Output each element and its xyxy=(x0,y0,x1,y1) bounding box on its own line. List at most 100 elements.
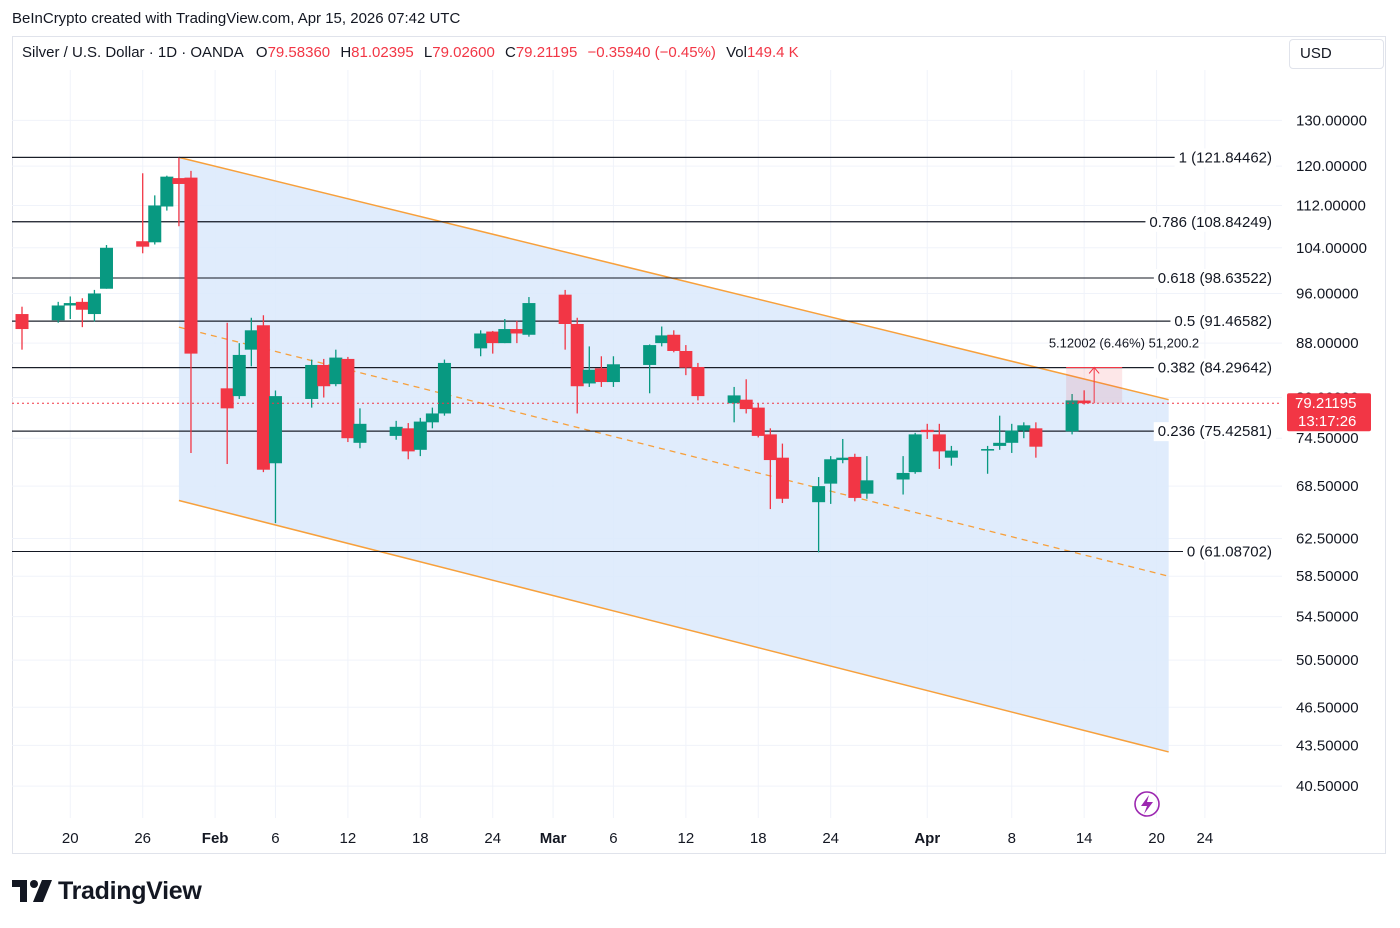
candle-body xyxy=(763,434,777,461)
fib-level-label-bg xyxy=(1153,269,1276,289)
candle-body xyxy=(63,303,77,306)
candle-body xyxy=(932,434,946,452)
y-axis-tick-label: 74.50000 xyxy=(1296,430,1359,447)
fib-level-label: 0.5 (91.46582) xyxy=(1174,313,1272,330)
x-axis-tick-label: 18 xyxy=(412,830,429,847)
symbol-legend: Silver / U.S. Dollar · 1D · OANDA O79.58… xyxy=(22,44,799,61)
x-axis-tick-label: 20 xyxy=(62,830,79,847)
candle-body xyxy=(232,354,246,397)
y-axis-tick-label: 68.50000 xyxy=(1296,478,1359,495)
candle-body xyxy=(522,303,536,335)
candle-body xyxy=(993,442,1007,446)
candle-body xyxy=(184,177,198,354)
x-axis-tick-label: 6 xyxy=(609,830,617,847)
last-price-countdown: 13:17:26 xyxy=(1298,413,1356,430)
candle-body xyxy=(15,314,29,330)
candle-body xyxy=(860,480,874,494)
last-price-badge xyxy=(1287,393,1371,432)
candle-body xyxy=(329,357,343,385)
candle-body xyxy=(437,362,451,414)
currency-button[interactable]: USD xyxy=(1289,39,1384,69)
x-axis-tick-label: 14 xyxy=(1076,830,1093,847)
fib-level-label: 0.786 (108.84249) xyxy=(1149,214,1272,231)
candle-body xyxy=(413,421,427,450)
channel-lower-line xyxy=(178,499,1169,753)
x-axis-tick-label: Apr xyxy=(914,830,940,847)
high-label: H xyxy=(340,44,352,61)
lightning-icon-ring xyxy=(1134,791,1160,817)
candle-body xyxy=(160,176,174,207)
tradingview-logo[interactable]: TradingView xyxy=(12,876,202,906)
candle-body xyxy=(1065,400,1079,432)
candle-body xyxy=(691,366,705,397)
y-axis-tick-label: 40.50000 xyxy=(1296,778,1359,795)
candle-body xyxy=(606,364,620,383)
candle-body xyxy=(1077,400,1091,404)
fib-level-label: 0.382 (84.29642) xyxy=(1158,360,1272,377)
low-value: 79.02600 xyxy=(432,44,495,61)
close-label: C xyxy=(505,44,516,61)
last-price-label: 79.21195 xyxy=(1295,395,1356,412)
fib-level-label-bg xyxy=(1145,212,1276,232)
candle-body xyxy=(981,449,995,451)
fib-level-label: 0.618 (98.63522) xyxy=(1158,270,1272,287)
fib-level-label-bg xyxy=(1174,148,1277,168)
candle-body xyxy=(908,434,922,473)
tradingview-logo-text: TradingView xyxy=(58,876,202,905)
x-axis-tick-label: 24 xyxy=(1197,830,1214,847)
candle-body xyxy=(775,457,789,499)
candle-body xyxy=(87,293,101,315)
x-axis-tick-label: Feb xyxy=(202,830,229,847)
candle-body xyxy=(751,407,765,436)
candle-body xyxy=(425,413,439,423)
y-axis-tick-label: 88.00000 xyxy=(1296,335,1359,352)
fib-level-label-bg xyxy=(1153,358,1276,378)
lightning-icon-bolt xyxy=(1141,795,1153,814)
candle-body xyxy=(1005,430,1019,443)
symbol-title: Silver / U.S. Dollar · 1D · OANDA xyxy=(22,44,244,61)
x-axis-tick-label: 24 xyxy=(822,830,839,847)
chart-frame xyxy=(12,36,1386,854)
x-axis-tick-label: Mar xyxy=(540,830,567,847)
x-axis-tick-label: 18 xyxy=(750,830,767,847)
candle-body xyxy=(896,472,910,480)
candle-body xyxy=(401,428,415,452)
candle-body xyxy=(558,294,572,324)
candle-body xyxy=(341,358,355,439)
candle-body xyxy=(643,345,657,365)
candle-body xyxy=(498,329,512,344)
candle-body xyxy=(824,459,838,484)
candle-body xyxy=(474,333,488,349)
measure-arrow xyxy=(1088,366,1100,374)
x-axis-tick-label: 6 xyxy=(271,830,279,847)
candle-body xyxy=(305,364,319,399)
candle-body xyxy=(220,388,234,409)
lightning-icon[interactable] xyxy=(1134,791,1160,817)
y-axis-tick-label: 43.50000 xyxy=(1296,737,1359,754)
close-value: 79.21195 xyxy=(515,44,578,61)
candle-body xyxy=(256,325,270,470)
candle-body xyxy=(510,329,524,334)
y-axis-tick-label: 104.00000 xyxy=(1296,240,1367,257)
volume-value: 149.4 K xyxy=(746,44,799,61)
candle-body xyxy=(1017,425,1031,431)
candle-body xyxy=(148,205,162,243)
candle-body xyxy=(317,364,331,387)
candle-body xyxy=(99,247,113,289)
fib-level-label: 1 (121.84462) xyxy=(1179,149,1272,166)
candle-body xyxy=(812,486,826,503)
x-axis-tick-label: 26 xyxy=(134,830,151,847)
change-value: −0.35940 (−0.45%) xyxy=(587,44,716,61)
fib-level-label-bg xyxy=(1170,312,1276,332)
y-axis-tick-label: 50.50000 xyxy=(1296,652,1359,669)
candle-body xyxy=(172,178,186,184)
y-axis-tick-label: 112.00000 xyxy=(1296,197,1366,214)
fib-level-label-bg xyxy=(1153,422,1276,442)
y-axis-tick-label: 46.50000 xyxy=(1296,699,1359,716)
high-value: 81.02395 xyxy=(351,44,414,61)
candle-body xyxy=(848,456,862,498)
candle-body xyxy=(679,350,693,368)
x-axis-tick-label: 20 xyxy=(1148,830,1165,847)
candle-body xyxy=(582,369,596,384)
